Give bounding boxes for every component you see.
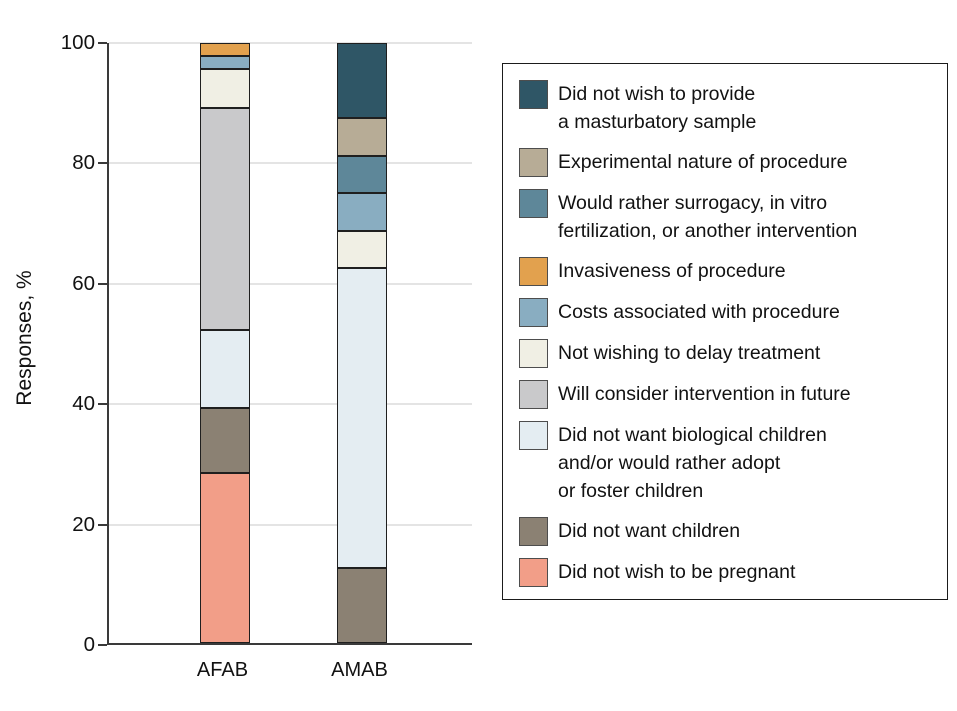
- legend-item: Did not wish to provide a masturbatory sa…: [519, 80, 935, 136]
- y-tick-label: 0: [83, 633, 95, 656]
- bar-segment: [336, 193, 387, 231]
- legend-label: Costs associated with procedure: [558, 301, 840, 323]
- legend-swatch: [519, 148, 548, 177]
- legend-label: Invasiveness of procedure: [558, 260, 786, 282]
- y-tick: [98, 644, 107, 646]
- legend-item: Would rather surrogacy, in vitro fertiliz…: [519, 189, 935, 245]
- bar-segment: [199, 330, 250, 409]
- legend-swatch: [519, 80, 548, 109]
- bar-segment: [336, 268, 387, 568]
- legend-swatch: [519, 189, 548, 218]
- bar-segment: [336, 568, 387, 643]
- y-tick: [98, 42, 107, 44]
- legend-item: Experimental nature of procedure: [519, 148, 935, 177]
- legend-swatch: [519, 298, 548, 327]
- plot-area: [107, 42, 472, 645]
- legend-label: Did not wish to provide a masturbatory sa…: [558, 83, 757, 133]
- y-tick: [98, 162, 107, 165]
- legend-swatch: [519, 339, 548, 368]
- legend-label: Did not want children: [558, 520, 741, 542]
- bar-segment: [199, 56, 250, 70]
- gridline: [109, 282, 472, 285]
- legend-label: Did not wish to be pregnant: [558, 561, 796, 583]
- gridline: [109, 42, 472, 44]
- gridline: [109, 523, 472, 526]
- legend-swatch: [519, 517, 548, 546]
- y-tick-label: 20: [72, 512, 95, 536]
- legend-item: Did not want biological children and/or w…: [519, 421, 935, 505]
- legend-item: Did not wish to be pregnant: [519, 558, 935, 587]
- legend-item: Costs associated with procedure: [519, 298, 935, 327]
- legend-item: Did not want children: [519, 517, 935, 546]
- x-tick-label: AMAB: [331, 659, 388, 681]
- y-tick: [98, 403, 107, 406]
- y-tick-label: 40: [72, 392, 95, 416]
- legend-item: Not wishing to delay treatment: [519, 339, 935, 368]
- y-tick-label: 100: [60, 31, 95, 54]
- legend-swatch: [519, 380, 548, 409]
- legend-label: Experimental nature of procedure: [558, 151, 848, 173]
- bar-segment: [336, 43, 387, 119]
- bar-segment: [336, 118, 387, 156]
- legend-swatch: [519, 421, 548, 450]
- bar-segment: [199, 69, 250, 109]
- bar-segment: [199, 473, 250, 643]
- gridline: [109, 162, 472, 165]
- y-tick: [98, 523, 107, 526]
- legend-item: Invasiveness of procedure: [519, 257, 935, 286]
- y-tick-label: 60: [72, 271, 95, 295]
- bar-segment: [336, 155, 387, 194]
- bar-afab: [199, 42, 250, 643]
- legend-item: Will consider intervention in future: [519, 380, 935, 409]
- bar-segment: [199, 408, 250, 474]
- bar-segment: [199, 108, 250, 331]
- bar-amab: [336, 43, 387, 643]
- gridline: [109, 403, 472, 406]
- legend: Did not wish to provide a masturbatory sa…: [502, 63, 948, 600]
- legend-label: Not wishing to delay treatment: [558, 342, 821, 364]
- legend-label: Would rather surrogacy, in vitro fertiliz…: [558, 192, 858, 242]
- legend-label: Will consider intervention in future: [558, 383, 851, 405]
- bar-segment: [336, 230, 387, 269]
- bar-segment: [199, 42, 250, 57]
- y-tick: [98, 282, 107, 285]
- x-tick-label: AFAB: [196, 659, 249, 681]
- legend-swatch: [519, 257, 548, 286]
- legend-swatch: [519, 558, 548, 587]
- legend-label: Did not want biological children and/or w…: [558, 424, 827, 502]
- y-tick-label: 80: [72, 151, 95, 175]
